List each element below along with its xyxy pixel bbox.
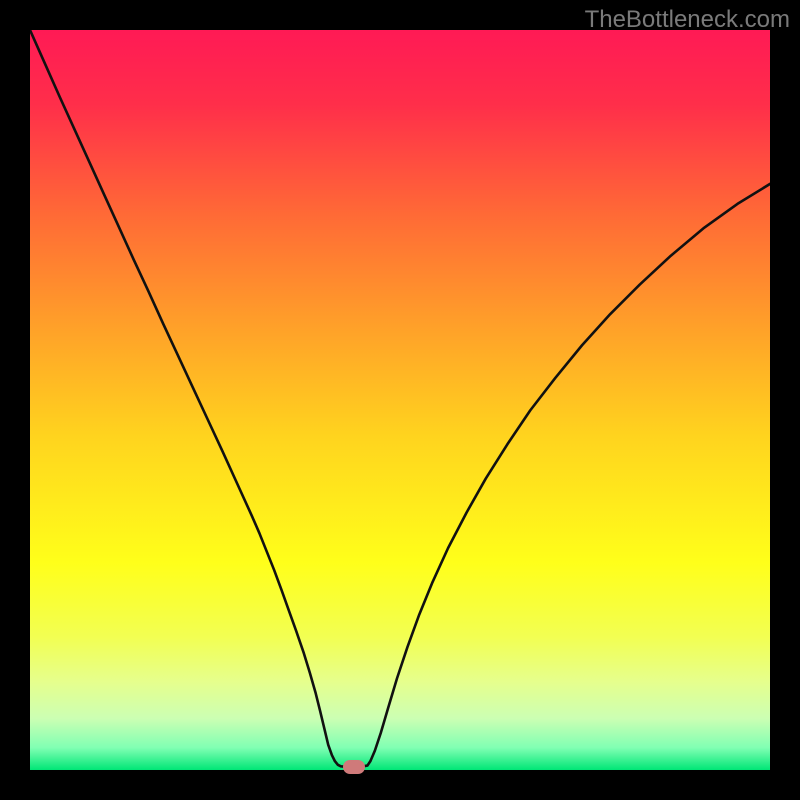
curve-path — [30, 30, 770, 767]
chart-frame: TheBottleneck.com — [0, 0, 800, 800]
watermark-text: TheBottleneck.com — [585, 6, 790, 34]
plot-area — [30, 30, 770, 770]
optimum-marker — [343, 760, 365, 774]
bottleneck-curve — [30, 30, 770, 770]
